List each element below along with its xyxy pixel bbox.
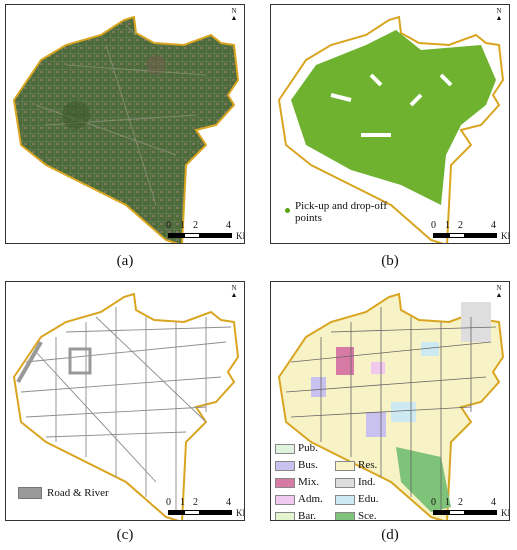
legend-item-bar: Bar. bbox=[275, 510, 355, 520]
legend-item-res: Res. bbox=[335, 459, 415, 473]
scale-bar: 0 1 2 4 KM bbox=[431, 220, 509, 241]
road-map bbox=[12, 292, 240, 520]
satellite-area bbox=[12, 15, 240, 243]
caption-a: (a) bbox=[116, 253, 134, 269]
legend-points: Pick-up and drop-off points bbox=[285, 200, 405, 224]
landuse-map bbox=[277, 292, 505, 520]
legend-item-ind: Ind. bbox=[335, 476, 415, 490]
legend-item-adm: Adm. bbox=[275, 493, 355, 507]
legend-road-river: Road & River bbox=[18, 487, 109, 500]
points-map bbox=[277, 15, 505, 243]
north-arrow-icon: N ▲ bbox=[495, 284, 503, 299]
points-cluster bbox=[291, 30, 496, 205]
legend-item-bus: Bus. bbox=[275, 459, 355, 473]
panel-points: N ▲ Pick-up and drop-off points 0 1 2 4 K… bbox=[270, 4, 510, 244]
point-symbol-icon bbox=[285, 208, 290, 213]
panel-satellite: N▲ 0 1 2 4 KM bbox=[5, 4, 245, 244]
caption-d: (d) bbox=[381, 527, 399, 543]
legend-item-mix: Mix. bbox=[275, 476, 355, 490]
north-arrow-icon: N ▲ bbox=[495, 7, 503, 22]
panel-landuse: N ▲ Pub. Bus. Mix. Adm. Bar. Res. Ind. Ed… bbox=[270, 281, 510, 521]
satellite-map bbox=[12, 15, 240, 243]
caption-b: (b) bbox=[381, 253, 399, 269]
road-river-swatch bbox=[18, 487, 42, 500]
legend-item-edu: Edu. bbox=[335, 493, 415, 507]
panel-roads: N▲ Road & River 0 1 2 4 KM bbox=[5, 281, 245, 521]
legend-item-sce: Sce. bbox=[335, 510, 415, 520]
caption-c: (c) bbox=[116, 527, 134, 543]
scale-bar: 0 1 2 4 KM bbox=[166, 220, 244, 241]
scale-bar: 0 1 2 4 KM bbox=[166, 497, 244, 518]
north-arrow-icon: N ▲ bbox=[230, 284, 238, 299]
legend-item-pub: Pub. bbox=[275, 442, 355, 456]
scale-bar: 0 1 2 4 KM bbox=[431, 497, 509, 518]
north-arrow-icon: N ▲ bbox=[230, 7, 238, 22]
